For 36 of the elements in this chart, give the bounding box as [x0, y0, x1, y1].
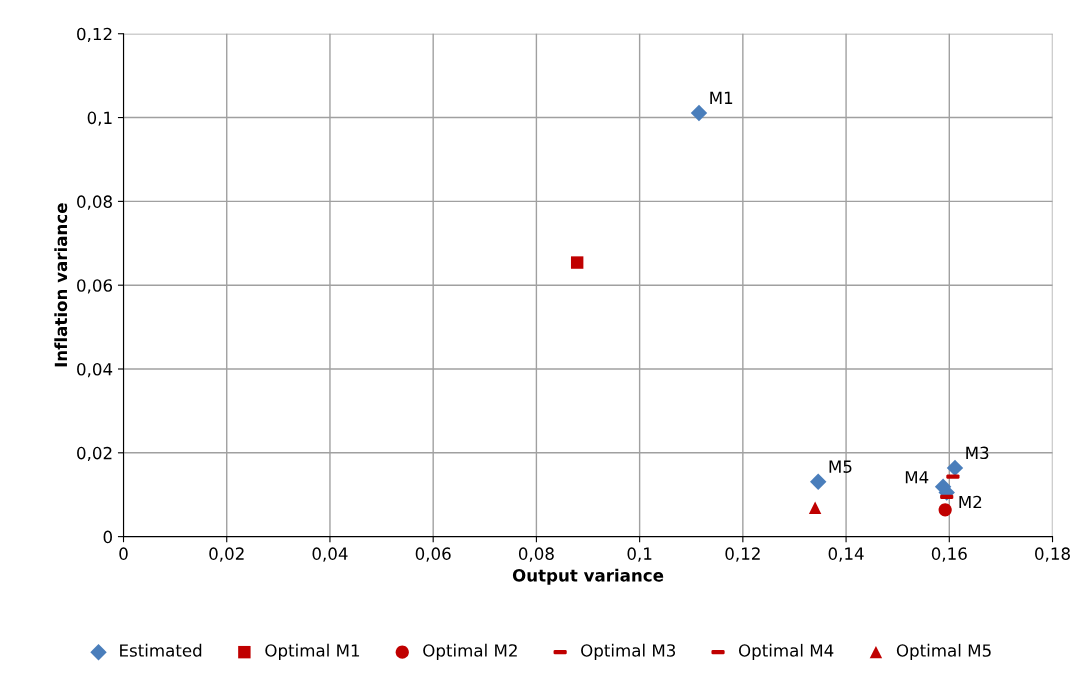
x-tick-label: 0,02: [209, 547, 244, 562]
legend-label: Optimal M4: [738, 643, 834, 660]
point: [809, 473, 827, 490]
x-tick-label: 0,04: [312, 547, 348, 562]
x-axis-title: Output variance: [512, 568, 664, 585]
legend-label: Optimal M2: [423, 643, 517, 660]
x-tick-label: 0,16: [931, 547, 967, 562]
x-tick-label: 0,12: [725, 547, 760, 562]
legend-label: Estimated: [120, 643, 202, 657]
x-tick-label: 0,18: [1035, 547, 1070, 562]
legend-label: Optimal M5: [896, 643, 991, 660]
annotation: M2: [959, 495, 982, 509]
point: [938, 503, 952, 517]
point: [690, 104, 708, 122]
y-tick-label: 0: [103, 530, 112, 544]
x-tick-label: 0,08: [518, 547, 554, 562]
legend-label: Optimal M3: [581, 643, 676, 660]
y-axis-title: Inflation variance: [54, 203, 68, 367]
y-tick-label: 0,04: [77, 362, 113, 378]
point: [570, 256, 584, 269]
annotation: M3: [966, 446, 989, 460]
annotation: M1: [710, 91, 733, 104]
annotation: M5: [829, 460, 852, 473]
point: [808, 501, 822, 514]
point: [946, 459, 964, 477]
y-tick-label: 0,08: [77, 195, 112, 210]
annotation: M4: [905, 471, 929, 484]
x-tick-label: 0,1: [627, 547, 652, 562]
y-tick-label: 0,1: [87, 111, 112, 126]
x-tick-label: 0,14: [828, 547, 864, 562]
x-tick-label: 0: [119, 547, 128, 560]
y-tick-label: 0,12: [77, 27, 112, 43]
legend-label: Optimal M1: [265, 643, 360, 660]
x-tick-label: 0,06: [415, 547, 451, 562]
y-tick-label: 0,02: [77, 446, 112, 462]
y-tick-label: 0,06: [77, 279, 113, 294]
